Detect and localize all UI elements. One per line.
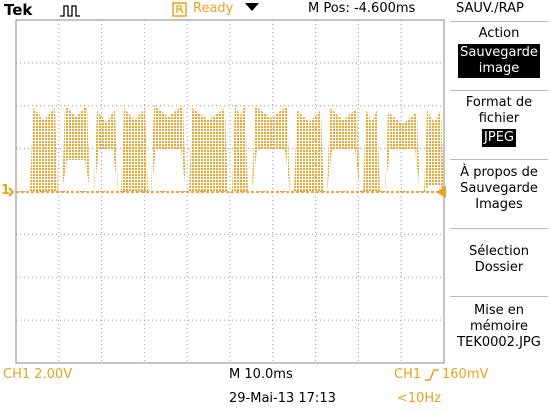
trigger-level-marker <box>436 186 446 198</box>
channel-scale: CH1 2.00V <box>3 367 73 382</box>
menu-item[interactable]: À propos de Sauvegarde Images <box>448 165 550 213</box>
waveform-burst <box>424 110 444 192</box>
menu-value: JPEG <box>482 129 516 147</box>
waveform-burst <box>294 110 324 192</box>
menu-label: Mise en <box>474 303 524 318</box>
waveform-burst <box>62 105 90 192</box>
menu-value-line: image <box>478 61 520 76</box>
menu-title: SAUV./RAP <box>456 1 524 16</box>
waveform-burst <box>363 110 380 192</box>
menu-label: Images <box>475 197 523 212</box>
waveform-burst <box>94 110 118 192</box>
run-icon-glyph <box>176 5 184 14</box>
waveform-burst <box>151 105 186 192</box>
acquisition-icon <box>60 5 80 17</box>
menu-label: Sauvegarde <box>460 181 538 196</box>
waveform-burst <box>385 112 420 192</box>
menu-label: Action <box>478 26 520 41</box>
menu-item[interactable]: Sélection Dossier <box>448 244 550 276</box>
timebase: M 10.0ms <box>229 367 293 382</box>
waveform-burst <box>30 108 58 192</box>
waveform-burst <box>121 108 148 192</box>
trigger-level: 160mV <box>442 367 489 382</box>
trigger-source: CH1 <box>394 367 422 382</box>
waveform-burst <box>327 108 360 192</box>
horizontal-position: M Pos: -4.600ms <box>308 1 416 16</box>
trigger-position-marker <box>245 3 259 11</box>
run-icon <box>172 2 187 17</box>
menu-item[interactable]: Format de fichier JPEG <box>448 95 550 147</box>
channel-arrow <box>8 187 15 197</box>
menu-value-line: Sauvegarde <box>460 45 538 60</box>
separator <box>450 21 548 22</box>
menu-label: Sélection <box>469 244 529 259</box>
menu-item[interactable]: Action Sauvegarde image <box>448 26 550 78</box>
separator <box>450 159 548 160</box>
brand: Tek <box>4 1 33 19</box>
menu-label: Format de <box>465 95 533 110</box>
status: Ready <box>193 1 234 16</box>
menu-label: fichier <box>478 111 520 126</box>
waveform <box>30 104 444 192</box>
trigger-edge-icon <box>425 369 439 381</box>
menu-label: mémoire <box>470 319 528 334</box>
channel-marker: 1 <box>1 183 11 198</box>
datetime: 29-Mai-13 17:13 <box>229 391 336 406</box>
separator <box>450 296 548 297</box>
separator <box>450 90 548 91</box>
menu-value: Sauvegarde image <box>458 44 540 78</box>
waveform-burst <box>252 106 290 192</box>
menu-value-line: TEK0002.JPG <box>457 335 541 350</box>
menu-label: À propos de <box>460 165 538 180</box>
menu-label: Dossier <box>474 260 524 275</box>
waveform-burst <box>189 108 228 192</box>
trigger-frequency: <10Hz <box>397 391 442 406</box>
menu-value-line: JPEG <box>484 130 514 145</box>
separator <box>450 228 548 229</box>
menu-item[interactable]: Mise en mémoire TEK0002.JPG <box>448 303 550 351</box>
waveform-burst <box>232 104 248 192</box>
